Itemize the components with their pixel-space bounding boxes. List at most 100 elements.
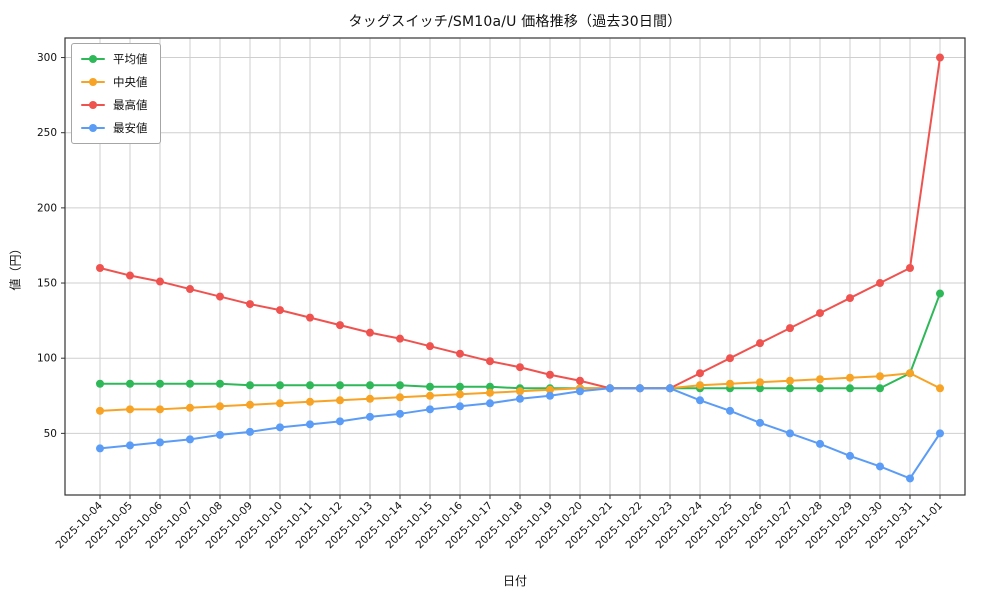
data-point <box>786 429 794 438</box>
data-point <box>786 384 794 393</box>
data-point <box>936 429 944 438</box>
data-point <box>366 412 374 421</box>
y-axis-label: 値（円） <box>8 242 23 291</box>
min-series-swatch-icon <box>81 124 105 132</box>
data-point <box>846 451 854 460</box>
data-point <box>126 405 134 414</box>
data-point <box>276 306 284 315</box>
legend-label: 中央値 <box>113 75 148 89</box>
data-point <box>816 439 824 448</box>
data-point <box>456 382 464 391</box>
data-point <box>216 402 224 411</box>
data-point <box>396 334 404 343</box>
axes-border <box>64 37 966 496</box>
data-point <box>186 403 194 412</box>
data-point <box>756 418 764 427</box>
data-point <box>906 369 914 378</box>
data-point <box>186 435 194 444</box>
data-point <box>756 384 764 393</box>
y-tick-label: 200 <box>37 202 57 214</box>
data-point <box>396 409 404 418</box>
data-point <box>936 384 944 393</box>
data-point <box>936 53 944 62</box>
data-point <box>126 379 134 388</box>
data-point <box>246 400 254 409</box>
data-point <box>456 390 464 399</box>
data-point <box>516 363 524 372</box>
data-point <box>336 417 344 426</box>
data-point <box>786 376 794 385</box>
data-point <box>366 328 374 337</box>
data-point <box>96 444 104 453</box>
data-point <box>756 378 764 387</box>
data-point <box>666 384 674 393</box>
data-point <box>366 394 374 403</box>
data-point <box>456 402 464 411</box>
data-point <box>546 370 554 379</box>
data-point <box>216 379 224 388</box>
data-point <box>696 396 704 405</box>
data-point <box>786 324 794 333</box>
y-tick-label: 250 <box>37 127 57 139</box>
data-point <box>156 438 164 447</box>
data-point <box>516 394 524 403</box>
legend-label: 平均値 <box>113 52 148 66</box>
data-point <box>156 277 164 286</box>
data-point <box>456 349 464 358</box>
data-point <box>936 289 944 298</box>
data-point <box>546 385 554 394</box>
data-point <box>246 381 254 390</box>
y-tick-label: 300 <box>37 52 57 64</box>
chart-title: タッグスイッチ/SM10a/U 価格推移（過去30日間） <box>348 14 682 30</box>
data-point <box>96 379 104 388</box>
data-point <box>606 384 614 393</box>
data-point <box>156 405 164 414</box>
data-point <box>336 381 344 390</box>
data-point <box>726 406 734 415</box>
data-point <box>816 309 824 318</box>
data-point <box>816 375 824 384</box>
data-point <box>576 376 584 385</box>
data-point <box>126 271 134 280</box>
x-axis-label: 日付 <box>502 574 527 588</box>
data-point <box>426 342 434 351</box>
data-point <box>486 357 494 366</box>
data-point <box>516 387 524 396</box>
data-point <box>336 321 344 330</box>
y-tick-label: 50 <box>44 428 57 440</box>
data-point <box>846 384 854 393</box>
data-point <box>276 381 284 390</box>
data-point <box>426 405 434 414</box>
data-point <box>126 441 134 450</box>
data-point <box>426 382 434 391</box>
data-point <box>696 381 704 390</box>
average-series-swatch-icon <box>81 55 105 63</box>
max-series-swatch-icon <box>81 101 105 109</box>
data-point <box>726 379 734 388</box>
legend-item-average: 平均値 <box>81 51 148 67</box>
data-point <box>216 430 224 439</box>
legend-label: 最安値 <box>113 121 148 135</box>
data-point <box>726 354 734 363</box>
data-point <box>306 313 314 322</box>
data-point <box>576 387 584 396</box>
data-point <box>216 292 224 301</box>
data-point <box>696 369 704 378</box>
data-point <box>846 373 854 382</box>
legend-item-median: 中央値 <box>81 74 148 90</box>
legend-item-max: 最高値 <box>81 97 148 113</box>
data-point <box>336 396 344 405</box>
data-point <box>186 285 194 294</box>
data-point <box>876 384 884 393</box>
data-point <box>756 339 764 348</box>
data-point <box>816 384 824 393</box>
data-point <box>876 462 884 471</box>
data-point <box>546 391 554 400</box>
data-point <box>396 381 404 390</box>
data-point <box>906 474 914 483</box>
legend: 平均値 中央値 最高値 最安値 <box>71 43 161 144</box>
data-point <box>186 379 194 388</box>
data-point <box>486 388 494 397</box>
legend-label: 最高値 <box>113 98 148 112</box>
